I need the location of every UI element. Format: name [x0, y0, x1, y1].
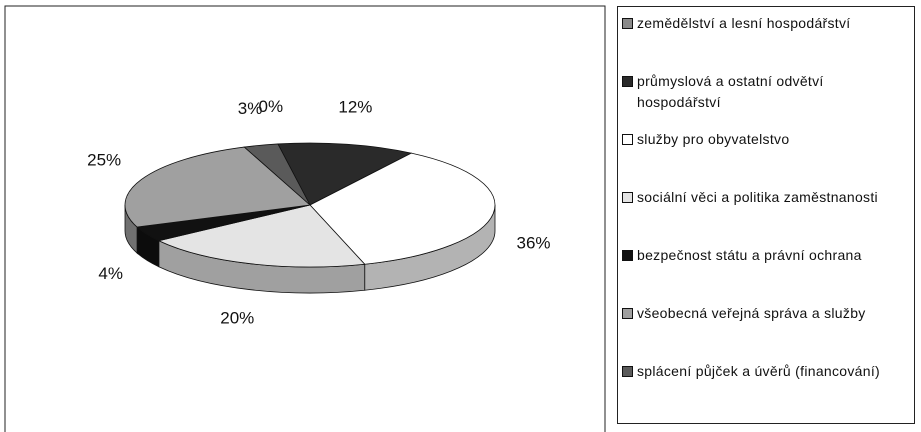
legend-label: sociální věci a politika zaměstnanosti [637, 189, 878, 205]
data-label: 3% [238, 99, 263, 118]
legend-entry: průmyslová a ostatní odvětví hospodářstv… [622, 71, 910, 129]
legend-swatch [622, 18, 633, 29]
chart-frame [4, 5, 606, 432]
pie-slice [243, 143, 311, 206]
legend-label: splácení půjček a úvěrů (financování) [637, 363, 881, 379]
data-label: 20% [220, 309, 254, 328]
legend-swatch [622, 134, 633, 145]
data-label: 0% [259, 97, 284, 116]
legend-label: všeobecná veřejná správa a služby [637, 305, 866, 321]
legend-label: průmyslová a ostatní odvětví hospodářstv… [637, 73, 824, 110]
pie-slice [277, 142, 413, 206]
legend-swatch [622, 250, 633, 261]
legend-swatch [622, 308, 633, 319]
legend-label: bezpečnost státu a právní ochrana [637, 247, 862, 263]
pie-slice [309, 152, 496, 265]
legend-swatch [622, 366, 633, 377]
legend-entry: sociální věci a politika zaměstnanosti [622, 187, 910, 245]
legend-entry: všeobecná veřejná správa a služby [622, 303, 910, 361]
legend-swatch [622, 76, 633, 87]
legend-entry: splácení půjček a úvěrů (financování) [622, 361, 910, 419]
legend-label: služby pro obyvatelstvo [637, 131, 790, 147]
data-label: 36% [516, 233, 550, 252]
pie-slice [157, 204, 366, 268]
legend-swatch [622, 192, 633, 203]
data-label: 12% [338, 97, 372, 116]
legend-entry: bezpečnost státu a právní ochrana [622, 245, 910, 303]
data-label: 25% [87, 150, 121, 169]
legend: zemědělství a lesní hospodářství průmyslo… [617, 6, 915, 424]
legend-entry: zemědělství a lesní hospodářství [622, 13, 910, 71]
legend-label: zemědělství a lesní hospodářství [637, 15, 851, 31]
legend-entry: služby pro obyvatelstvo [622, 129, 910, 187]
pie-slice [124, 146, 311, 228]
data-label: 4% [98, 264, 123, 283]
